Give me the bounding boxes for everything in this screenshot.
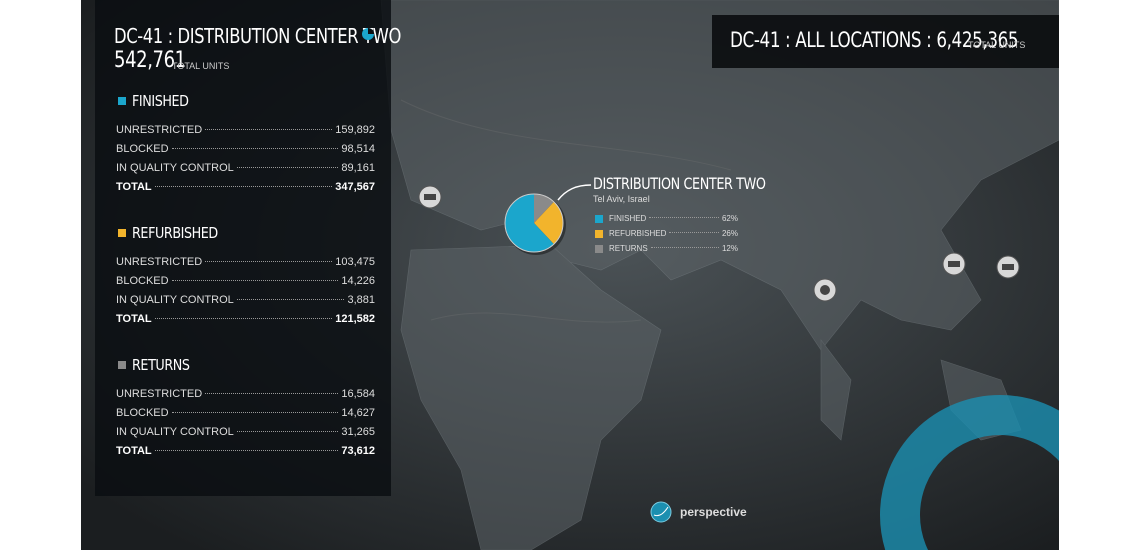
leader [154, 186, 333, 187]
popup-subtitle: Tel Aviv, Israel [593, 194, 650, 204]
logo-icon [650, 501, 672, 523]
table-row: IN QUALITY CONTROL 3,881 [116, 294, 375, 306]
legend-label: RETURNS [609, 244, 648, 253]
popup-title: DISTRIBUTION CENTER TWO [593, 174, 766, 193]
row-label: TOTAL [116, 445, 152, 457]
row-value: 16,584 [341, 388, 375, 400]
leader [650, 247, 719, 248]
table-row: BLOCKED 14,627 [116, 407, 375, 419]
pie-border [504, 193, 564, 253]
table-row: BLOCKED 14,226 [116, 275, 375, 287]
pie-slice [505, 194, 554, 253]
legend-swatch [595, 215, 603, 223]
table-row: IN QUALITY CONTROL 31,265 [116, 426, 375, 438]
table-row: UNRESTRICTED 16,584 [116, 388, 375, 400]
row-value: 89,161 [341, 162, 375, 174]
legend-value: 12% [721, 244, 738, 253]
row-value: 121,582 [335, 313, 375, 325]
section-swatch [118, 361, 126, 369]
panel-total-unit: TOTAL UNITS [172, 61, 230, 71]
legend-label: FINISHED [609, 214, 647, 223]
leader [205, 129, 333, 130]
legend-value: 62% [721, 214, 738, 223]
row-value: 98,514 [341, 143, 375, 155]
table-row: TOTAL 347,567 [116, 181, 375, 193]
panel-title: DC-41 : DISTRIBUTION CENTER TWO [114, 24, 401, 48]
legend-swatch [595, 245, 603, 253]
panel-total: 542,761 [114, 48, 186, 73]
row-value: 103,475 [335, 256, 375, 268]
decoration-arc [880, 395, 1059, 550]
table-row: TOTAL 121,582 [116, 313, 375, 325]
row-value: 3,881 [347, 294, 375, 306]
row-label: IN QUALITY CONTROL [116, 162, 234, 174]
row-value: 31,265 [341, 426, 375, 438]
leader [154, 450, 339, 451]
legend-row: FINISHED 62% [609, 214, 738, 223]
row-label: UNRESTRICTED [116, 124, 203, 136]
table-row: UNRESTRICTED 103,475 [116, 256, 375, 268]
row-label: BLOCKED [116, 407, 169, 419]
logo-text: perspective [680, 505, 747, 519]
pie-chart[interactable] [504, 193, 566, 255]
row-value: 14,627 [341, 407, 375, 419]
section-swatch [118, 229, 126, 237]
section-title: REFURBISHED [132, 224, 218, 242]
legend-row: REFURBISHED 26% [609, 229, 738, 238]
table-row: TOTAL 73,612 [116, 445, 375, 457]
summary-box: DC-41 : ALL LOCATIONS : 6,425,365 TOTAL … [712, 15, 1059, 68]
row-label: TOTAL [116, 313, 152, 325]
summary-unit: TOTAL UNITS [968, 40, 1026, 50]
section-title: RETURNS [132, 356, 190, 374]
leader [649, 217, 719, 218]
leader [171, 412, 339, 413]
section-swatch [118, 97, 126, 105]
legend-value: 26% [721, 229, 738, 238]
leader [205, 393, 339, 394]
leader [236, 431, 339, 432]
leader [171, 148, 339, 149]
row-label: IN QUALITY CONTROL [116, 426, 234, 438]
section-title: FINISHED [132, 92, 189, 110]
row-label: UNRESTRICTED [116, 388, 203, 400]
row-label: BLOCKED [116, 275, 169, 287]
row-value: 14,226 [341, 275, 375, 287]
row-label: BLOCKED [116, 143, 169, 155]
pie-slice [534, 201, 563, 245]
legend-swatch [595, 230, 603, 238]
leader [205, 261, 333, 262]
table-row: UNRESTRICTED 159,892 [116, 124, 375, 136]
table-row: IN QUALITY CONTROL 89,161 [116, 162, 375, 174]
leader [154, 318, 333, 319]
mini-pie [362, 28, 374, 40]
row-value: 159,892 [335, 124, 375, 136]
leader [171, 280, 339, 281]
table-row: BLOCKED 98,514 [116, 143, 375, 155]
row-label: IN QUALITY CONTROL [116, 294, 234, 306]
leader [236, 299, 345, 300]
row-label: UNRESTRICTED [116, 256, 203, 268]
legend-label: REFURBISHED [609, 229, 667, 238]
leader [669, 232, 719, 233]
row-value: 347,567 [335, 181, 375, 193]
detail-panel: DC-41 : DISTRIBUTION CENTER TWO 542,761 … [95, 0, 401, 496]
legend-row: RETURNS 12% [609, 244, 738, 253]
summary-title: DC-41 : ALL LOCATIONS : 6,425,365 [730, 28, 1019, 52]
pie-slice [534, 194, 554, 223]
row-value: 73,612 [341, 445, 375, 457]
row-label: TOTAL [116, 181, 152, 193]
leader [236, 167, 339, 168]
